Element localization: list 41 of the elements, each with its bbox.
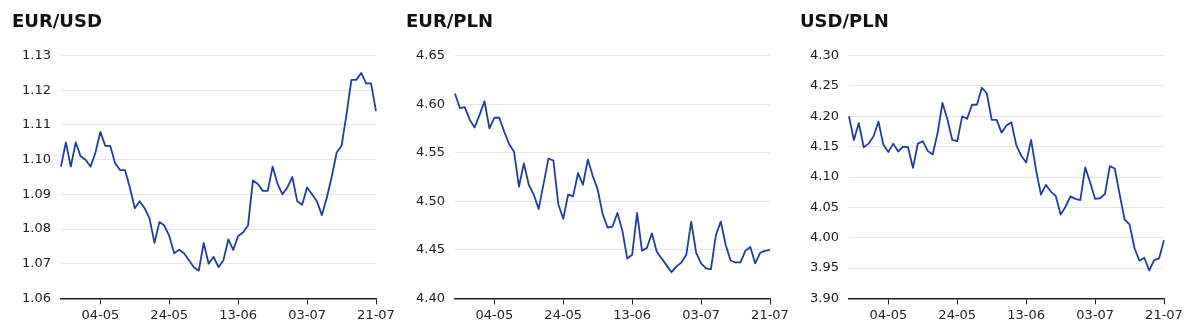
x-tick-label: 03-07 bbox=[682, 306, 720, 322]
x-tick-label: 04-05 bbox=[475, 306, 514, 322]
x-tick-label: 13-06 bbox=[219, 306, 258, 322]
y-tick-label: 1.08 bbox=[21, 220, 51, 236]
x-tick-label: 04-05 bbox=[81, 306, 120, 322]
y-tick-label: 4.15 bbox=[809, 138, 839, 154]
x-tick-label: 24-05 bbox=[544, 306, 583, 322]
y-tick-label: 4.40 bbox=[415, 289, 445, 305]
y-tick-label: 4.60 bbox=[415, 95, 445, 111]
chart-title: USD/PLN bbox=[800, 10, 889, 32]
y-tick-label: 4.25 bbox=[809, 77, 839, 93]
x-tick-label: 13-06 bbox=[613, 306, 652, 322]
y-tick-label: 1.09 bbox=[21, 185, 51, 201]
x-tick-label: 21-07 bbox=[357, 306, 395, 322]
y-tick-label: 4.50 bbox=[415, 192, 445, 208]
y-tick-label: 4.05 bbox=[809, 198, 839, 214]
y-tick-label: 1.11 bbox=[21, 116, 51, 132]
x-tick-label: 21-07 bbox=[1145, 306, 1183, 322]
chart-title: EUR/PLN bbox=[406, 10, 494, 32]
y-tick-label: 1.10 bbox=[21, 151, 51, 167]
y-tick-label: 1.12 bbox=[21, 81, 51, 97]
x-tick-label: 03-07 bbox=[1076, 306, 1114, 322]
y-tick-label: 4.65 bbox=[415, 46, 445, 62]
y-tick-label: 3.90 bbox=[809, 289, 839, 305]
x-tick-label: 24-05 bbox=[150, 306, 189, 322]
chart-title: EUR/USD bbox=[12, 10, 102, 32]
x-tick-label: 13-06 bbox=[1007, 306, 1046, 322]
y-tick-label: 4.30 bbox=[809, 46, 839, 62]
y-tick-label: 4.00 bbox=[809, 229, 839, 245]
y-tick-label: 4.45 bbox=[415, 241, 445, 257]
y-tick-label: 1.07 bbox=[21, 255, 51, 271]
y-tick-label: 1.13 bbox=[21, 46, 51, 62]
y-tick-label: 4.20 bbox=[809, 107, 839, 123]
y-tick-label: 4.10 bbox=[809, 168, 839, 184]
x-tick-label: 04-05 bbox=[869, 306, 908, 322]
x-tick-label: 24-05 bbox=[938, 306, 977, 322]
y-tick-label: 3.95 bbox=[809, 259, 839, 275]
x-tick-label: 03-07 bbox=[288, 306, 326, 322]
y-tick-label: 1.06 bbox=[21, 289, 51, 305]
y-tick-label: 4.55 bbox=[415, 144, 445, 160]
x-tick-label: 21-07 bbox=[751, 306, 789, 322]
